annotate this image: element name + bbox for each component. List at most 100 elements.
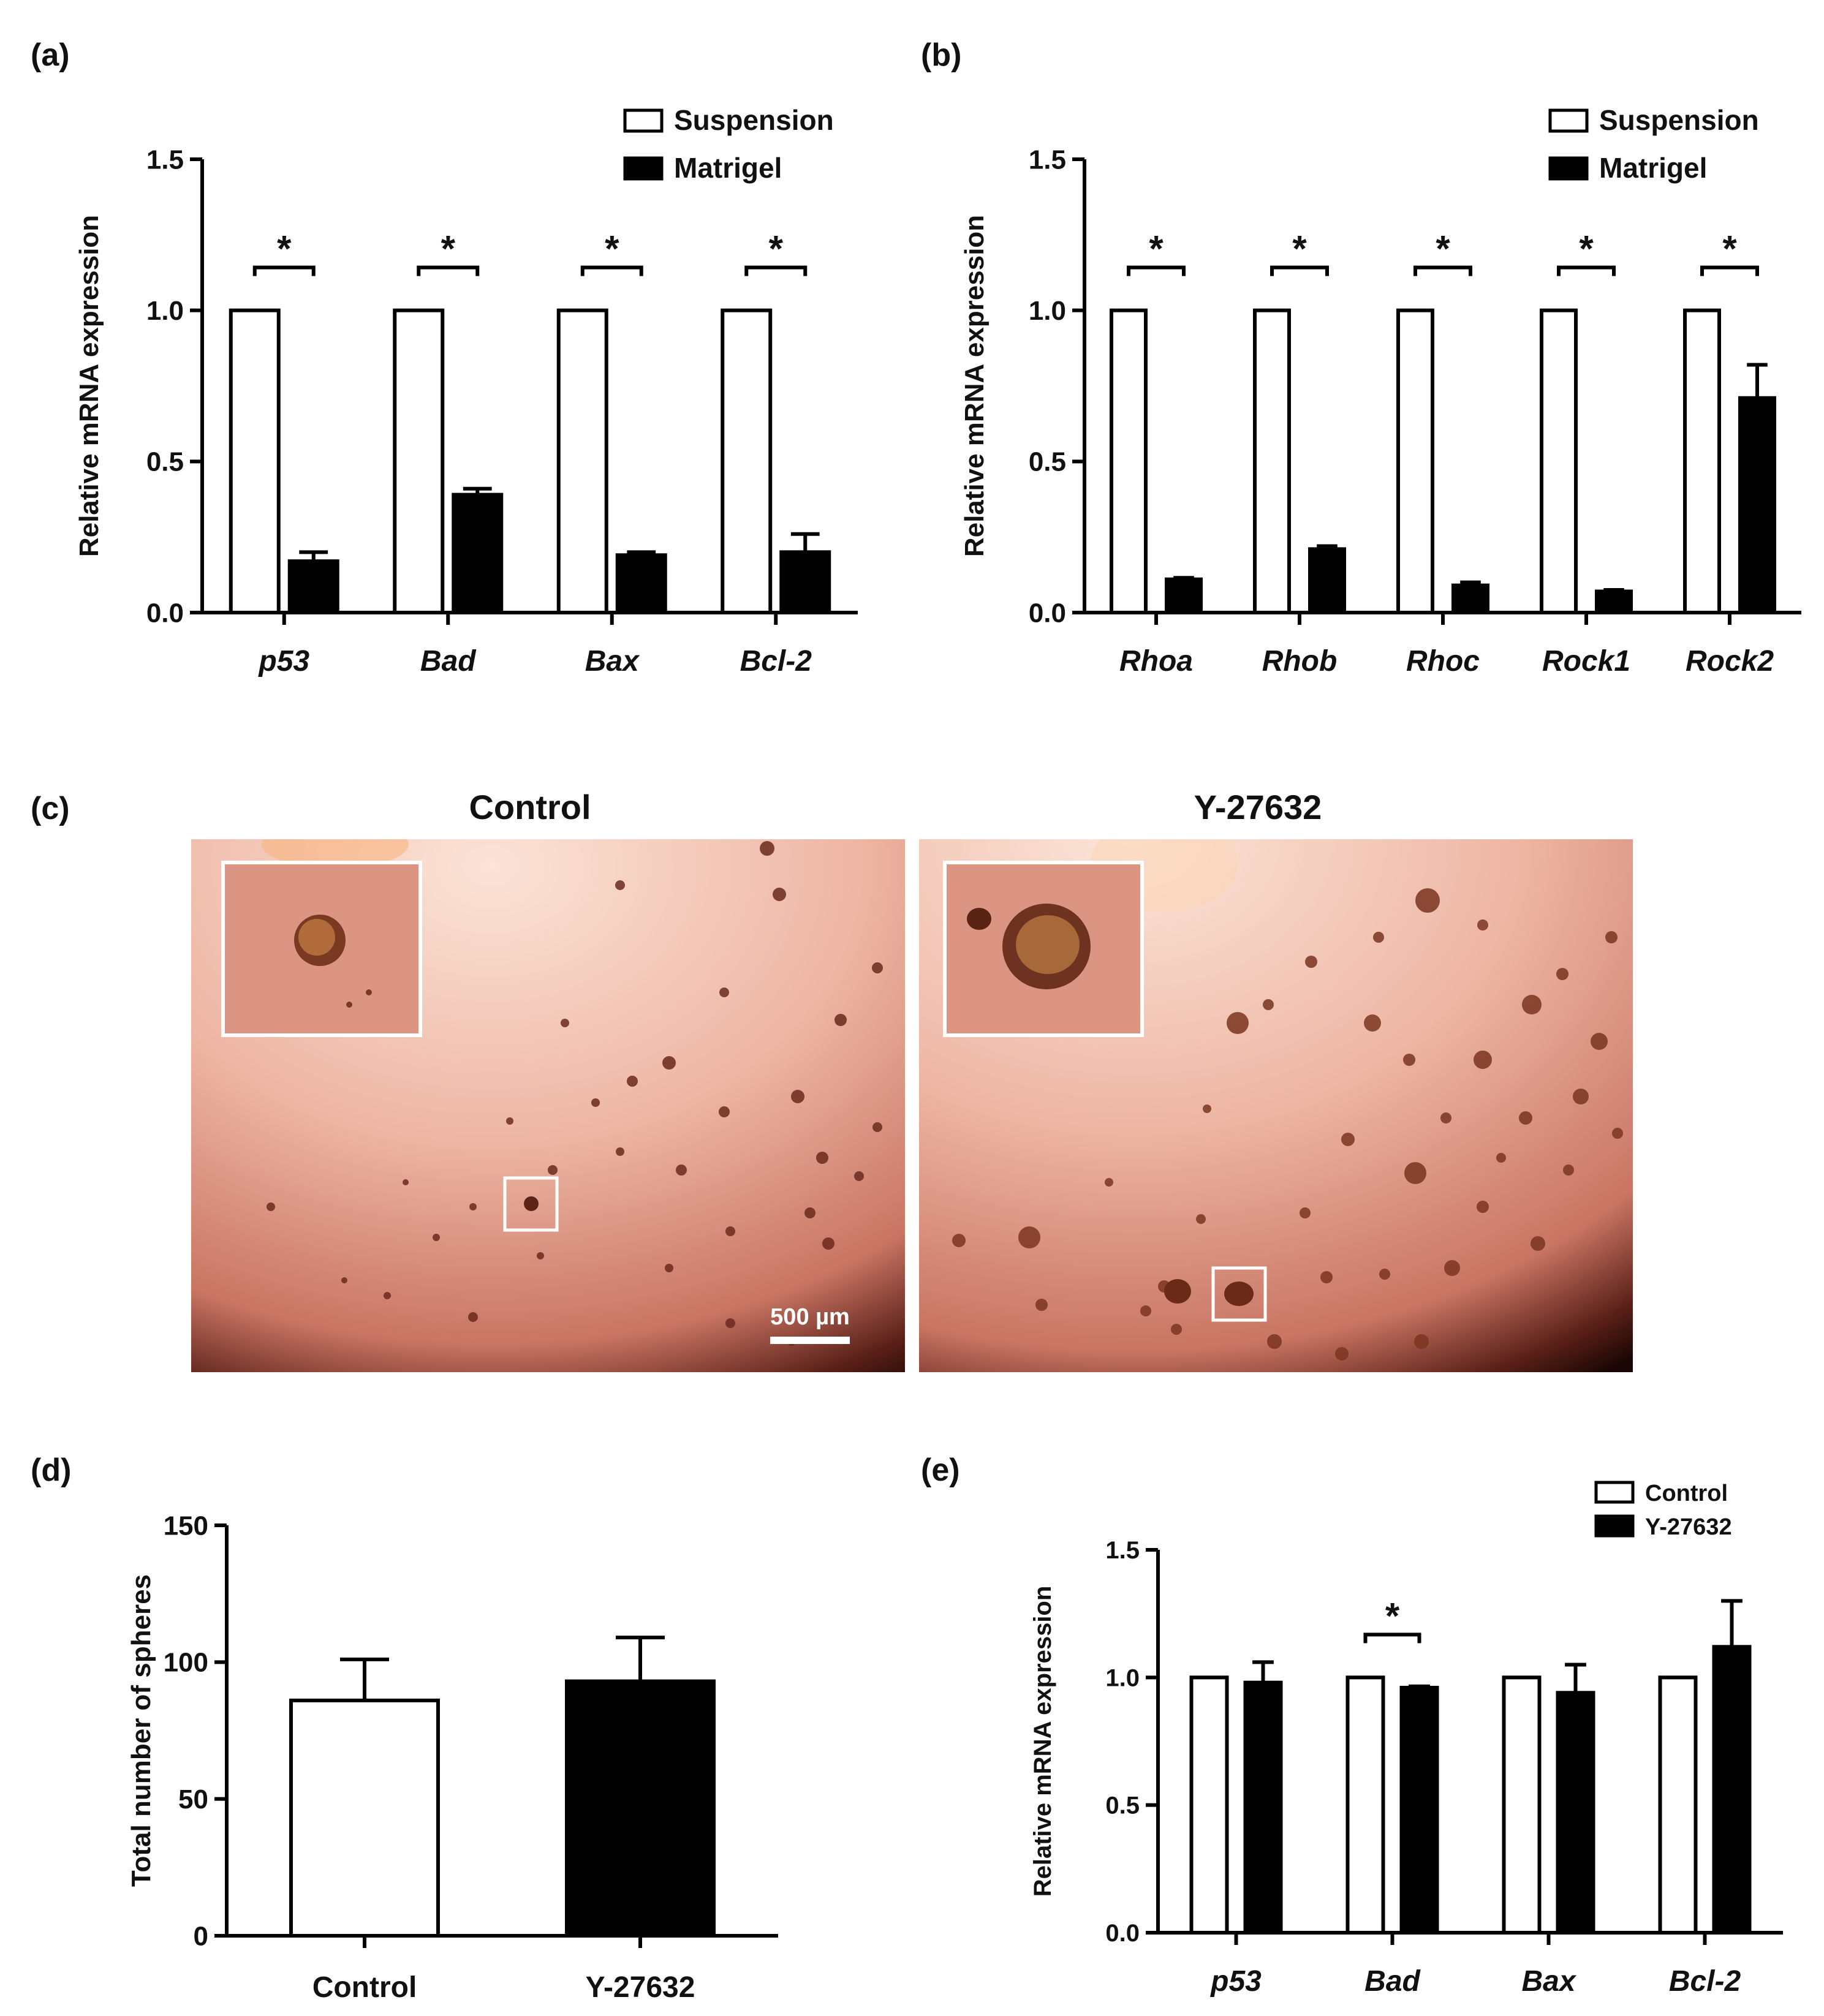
- y-tick-label: 1.0: [1029, 296, 1066, 326]
- category-label: Bax: [585, 645, 640, 678]
- legend-label: Matrigel: [674, 152, 782, 184]
- category-label: Y-27632: [586, 1971, 695, 2003]
- bar: [1540, 308, 1578, 614]
- micrograph-y27632-image: [919, 839, 1633, 1372]
- bar: [1399, 1686, 1439, 1935]
- category-label: Rhoc: [1406, 645, 1480, 678]
- legend-label: Y-27632: [1645, 1514, 1732, 1540]
- significance-bracket: [1270, 265, 1329, 276]
- category-label: Control: [312, 1971, 417, 2003]
- y-tick-label: 1.5: [146, 145, 184, 175]
- y-axis-label: Total number of spheres: [126, 1574, 156, 1887]
- chart-d: 0 50 100 150 Total number of spheres Control Y…: [126, 1511, 778, 2003]
- significance-marker: *: [1292, 228, 1307, 270]
- y-tick-label: 1.5: [1105, 1537, 1140, 1564]
- significance-marker: *: [1149, 228, 1164, 270]
- bar: [1189, 1675, 1229, 1935]
- bar: [1658, 1675, 1698, 1935]
- bar: [1556, 1691, 1595, 1935]
- category-label: Rhob: [1262, 645, 1338, 678]
- bar: [287, 559, 339, 615]
- y-tick-label: 1.5: [1029, 145, 1066, 175]
- micrograph-title-control: Control: [469, 788, 591, 826]
- category-label: Bad: [1364, 1965, 1421, 1998]
- y-tick-label: 0.5: [1105, 1792, 1140, 1819]
- category-label: p53: [1209, 1965, 1262, 1998]
- category-label: Bax: [1521, 1965, 1576, 1998]
- bar: [393, 308, 445, 614]
- category-label: Rock1: [1542, 645, 1630, 678]
- bar: [1165, 577, 1203, 615]
- y-tick-label: 150: [164, 1511, 208, 1541]
- y-tick-label: 0.0: [1029, 598, 1066, 628]
- significance-marker: *: [277, 228, 292, 270]
- category-label: Bcl-2: [1669, 1965, 1741, 1998]
- bar: [1738, 396, 1776, 614]
- bar: [1396, 308, 1434, 614]
- bar: [1110, 308, 1148, 614]
- bar: [452, 493, 504, 614]
- bar: [229, 308, 281, 614]
- significance-bracket: [1700, 265, 1759, 276]
- chart-e: 0.0 0.5 1.0 1.5 Relative mRNA expression p53 B…: [1029, 1481, 1783, 1998]
- significance-bracket: [1127, 265, 1186, 276]
- panel-label-b: (b): [921, 37, 962, 73]
- legend-label: Suspension: [674, 104, 834, 136]
- bar: [1451, 583, 1489, 614]
- bar: [1595, 589, 1633, 615]
- significance-marker: *: [605, 228, 619, 270]
- y-tick-label: 0.0: [146, 598, 184, 628]
- bar: [1683, 308, 1721, 614]
- bar: [721, 308, 773, 614]
- bar: [1712, 1645, 1752, 1935]
- y-tick-label: 1.0: [146, 296, 184, 326]
- significance-bracket: [1557, 265, 1616, 276]
- significance-marker: *: [769, 228, 784, 270]
- chart-a: 0.0 0.5 1.0 1.5 Relative mRNA expression p53 *…: [74, 104, 858, 678]
- significance-marker: *: [1579, 228, 1594, 270]
- y-axis-label: Relative mRNA expression: [1029, 1586, 1056, 1897]
- panel-label-c: (c): [31, 791, 70, 826]
- significance-bracket: [580, 265, 643, 276]
- significance-marker: *: [441, 228, 456, 270]
- y-tick-label: 0: [194, 1921, 208, 1951]
- bar: [1345, 1675, 1385, 1935]
- legend-swatch: [1548, 156, 1589, 181]
- legend-swatch: [623, 108, 664, 133]
- significance-bracket: [1413, 265, 1472, 276]
- bar: [556, 308, 608, 614]
- bar: [565, 1679, 716, 1938]
- bar: [779, 550, 831, 614]
- legend-swatch: [623, 156, 664, 181]
- y-tick-label: 50: [178, 1784, 208, 1814]
- panel-label-a: (a): [31, 37, 70, 73]
- significance-bracket: [417, 265, 480, 276]
- bar: [289, 1698, 440, 1938]
- category-label: Bcl-2: [740, 645, 812, 678]
- category-label: Bad: [420, 645, 477, 678]
- panel-label-d: (d): [31, 1452, 72, 1488]
- y-tick-label: 100: [164, 1648, 208, 1678]
- bar: [1243, 1680, 1283, 1935]
- micrograph-title-y27632: Y-27632: [1194, 788, 1322, 826]
- chart-b: 0.0 0.5 1.0 1.5 Relative mRNA expression Rhoa…: [959, 104, 1801, 678]
- legend-label: Suspension: [1599, 104, 1759, 136]
- y-axis-label: Relative mRNA expression: [74, 215, 104, 557]
- micrograph-y27632: [919, 839, 1633, 1372]
- significance-bracket: [1363, 1633, 1421, 1644]
- bar: [1502, 1675, 1542, 1935]
- significance-bracket: [252, 265, 316, 276]
- bar: [1308, 547, 1346, 615]
- y-axis-label: Relative mRNA expression: [959, 215, 990, 557]
- legend-swatch: [1594, 1514, 1635, 1538]
- micrograph-control: 500 µm: [191, 839, 905, 1372]
- legend-label: Control: [1645, 1481, 1728, 1506]
- bar: [615, 553, 667, 614]
- legend-swatch: [1594, 1481, 1635, 1504]
- y-tick-label: 0.5: [146, 447, 184, 477]
- scale-bar-label: 500 µm: [770, 1304, 850, 1330]
- significance-marker: *: [1436, 228, 1450, 270]
- bar: [1253, 308, 1291, 614]
- significance-marker: *: [1385, 1595, 1400, 1636]
- significance-marker: *: [1722, 228, 1737, 270]
